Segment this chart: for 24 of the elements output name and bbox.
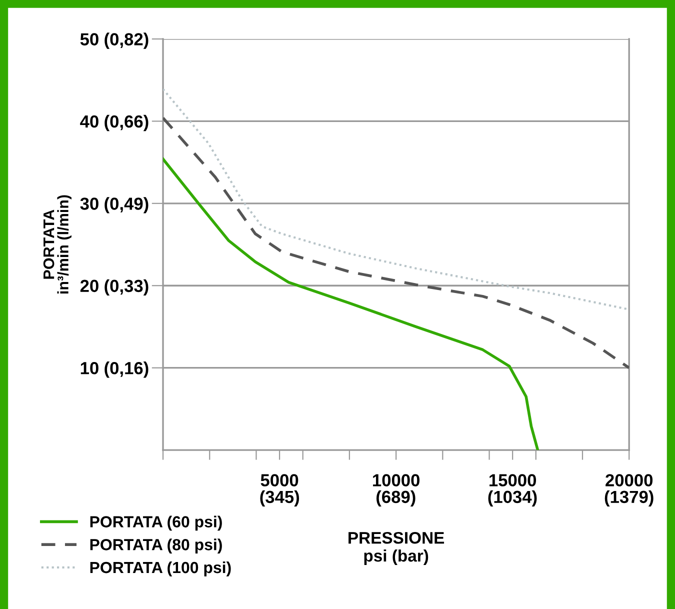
y2-tick-label: (0,33) [104, 279, 148, 296]
y-axis-title: PORTATA in³/min (l/min) [43, 195, 72, 294]
x2-tick-label: (345) [260, 490, 300, 507]
x2-tick-label: (689) [376, 490, 416, 507]
y-tick-label: 50 [80, 33, 98, 46]
y-tick-label: 20 [80, 280, 98, 292]
y2-tick-label: (0,49) [104, 197, 148, 214]
x-tick-label: 20000 [606, 474, 653, 486]
y-tick-label: 10 [80, 362, 98, 374]
x-axis-title: PRESSIONE psi (bar) [348, 532, 444, 565]
x2-tick-label: (1034) [488, 490, 537, 507]
y2-tick-label: (0,16) [104, 362, 148, 378]
y-tick-label: 40 [80, 115, 98, 128]
legend-label: PORTATA (100 psi) [90, 561, 231, 576]
y-tick-label: 30 [80, 198, 98, 210]
x2-tick-label: (1379) [604, 490, 654, 507]
legend-label: PORTATA (60 psi) [90, 516, 222, 531]
x-tick-label: 10000 [373, 474, 420, 486]
y2-tick-label: (0,66) [104, 114, 148, 132]
legend-label: PORTATA (80 psi) [90, 538, 222, 554]
y2-tick-label: (0,82) [104, 32, 148, 49]
line-series [163, 158, 540, 450]
x-tick-label: 15000 [490, 474, 536, 486]
x-tick-label: 5000 [260, 474, 298, 486]
